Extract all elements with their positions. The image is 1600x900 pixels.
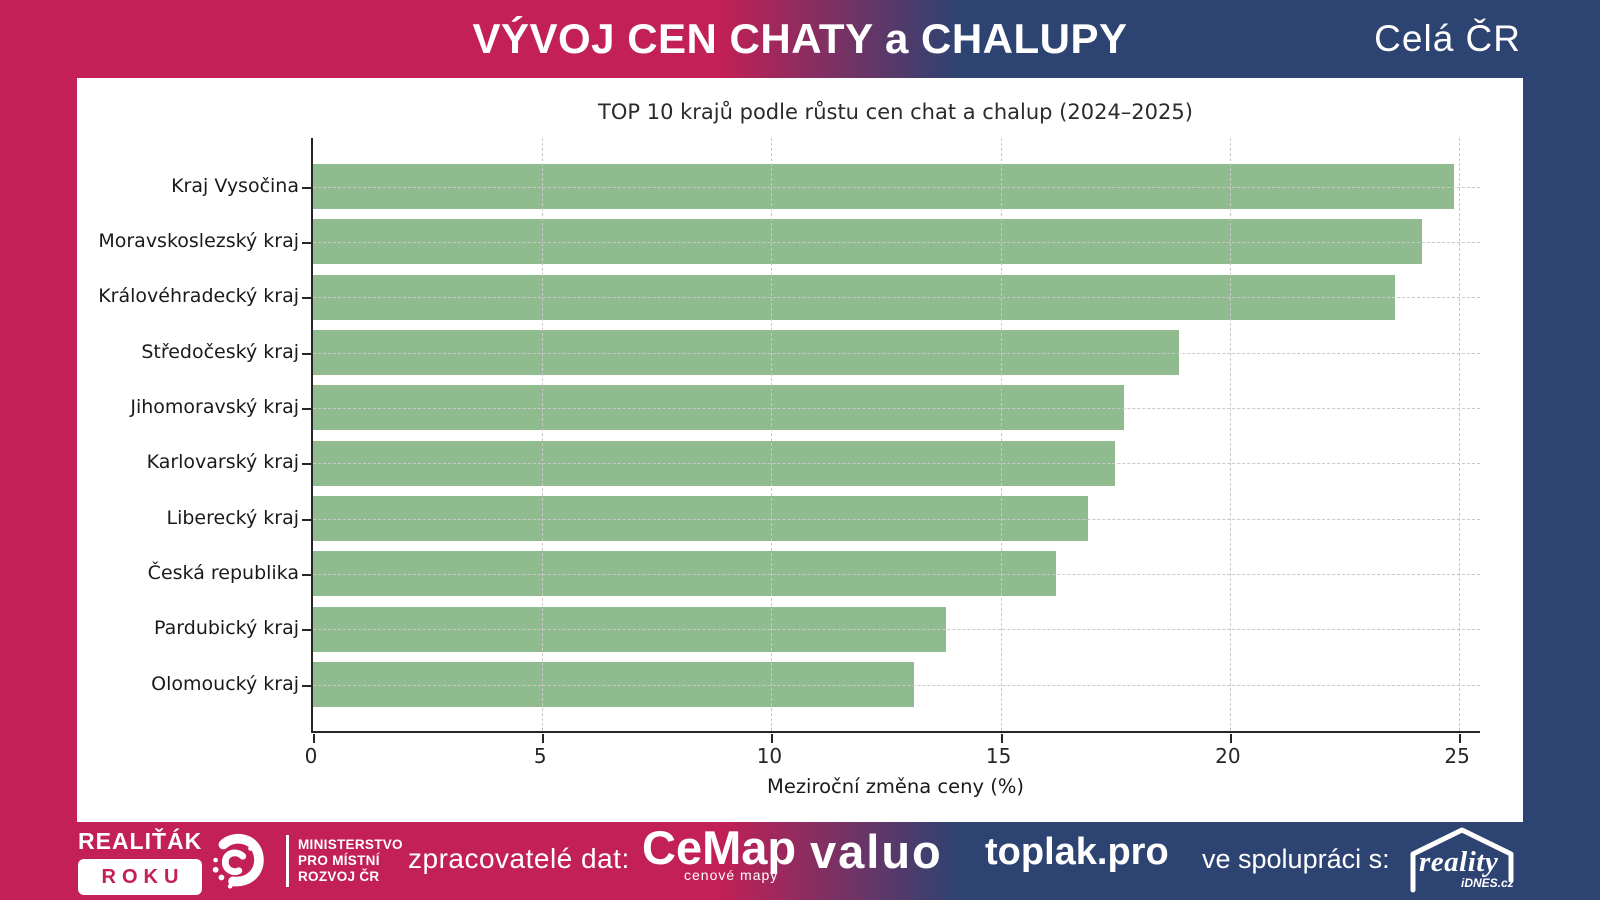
ministry-divider xyxy=(286,835,289,887)
y-tick xyxy=(302,518,311,521)
x-tick-label: 15 xyxy=(985,744,1012,768)
x-tick xyxy=(313,734,315,743)
x-tick xyxy=(771,734,774,743)
x-tick xyxy=(1459,734,1462,743)
y-label: Česká republika xyxy=(147,561,299,584)
x-tick xyxy=(542,734,545,743)
h-gridline xyxy=(313,684,1480,686)
h-gridline xyxy=(313,352,1480,354)
plot-area xyxy=(302,138,1480,743)
y-label: Pardubický kraj xyxy=(154,617,299,640)
reality-idnes-logo: reality iDNES.cz xyxy=(1405,824,1520,896)
chart-panel: TOP 10 krajů podle růstu cen chat a chal… xyxy=(77,78,1523,822)
toplak-pro-logo: toplak.pro xyxy=(985,831,1169,873)
h-gridline xyxy=(313,297,1480,299)
x-tick-label: 5 xyxy=(533,744,547,768)
y-label: Liberecký kraj xyxy=(166,506,300,529)
y-tick xyxy=(302,684,311,687)
y-tick xyxy=(302,186,311,189)
v-gridline xyxy=(542,138,544,731)
y-tick xyxy=(302,629,311,632)
roku-badge: ROKU xyxy=(78,859,202,895)
region-label: Celá ČR xyxy=(1374,18,1521,59)
h-gridline xyxy=(313,573,1480,575)
y-label: Olomoucký kraj xyxy=(151,672,299,695)
ministry-line-3: ROZVOJ ČR xyxy=(298,869,380,884)
y-label: Středočeský kraj xyxy=(141,340,299,363)
y-label: Jihomoravský kraj xyxy=(130,395,299,418)
h-gridline xyxy=(313,629,1480,631)
realitak-roku-logo: REALIŤÁK ROKU xyxy=(78,828,202,895)
v-gridline xyxy=(1229,138,1231,731)
roku-label: ROKU xyxy=(101,865,185,888)
realitak-label: REALIŤÁK xyxy=(78,828,203,854)
v-gridline xyxy=(1459,138,1461,731)
y-tick xyxy=(302,407,311,410)
v-gridline xyxy=(1000,138,1002,731)
footer-banner: REALIŤÁK ROKU MINISTERSTVO PRO MÍSTNÍ RO… xyxy=(0,820,1600,900)
h-gridline xyxy=(313,463,1480,465)
cemap-sublabel: cenové mapy xyxy=(684,867,779,883)
y-tick xyxy=(302,297,311,300)
house-icon xyxy=(1410,827,1514,893)
h-gridline xyxy=(313,518,1480,520)
x-tick xyxy=(1229,734,1232,743)
ministry-line-2: PRO MÍSTNÍ xyxy=(298,853,380,868)
valuo-logo: valuo xyxy=(810,825,943,878)
ministry-label: MINISTERSTVO PRO MÍSTNÍ ROZVOJ ČR xyxy=(298,837,403,885)
page-title: VÝVOJ CEN CHATY a CHALUPY xyxy=(472,15,1128,62)
data-processors-label: zpracovatelé dat: xyxy=(408,843,630,874)
cemap-label: CeMap xyxy=(642,821,797,874)
y-label: Královéhradecký kraj xyxy=(98,285,299,308)
cemap-logo: CeMap cenové mapy xyxy=(642,820,796,883)
x-tick-label: 20 xyxy=(1215,744,1241,768)
y-label: Moravskoslezský kraj xyxy=(98,229,299,252)
cooperation-label: ve spolupráci s: xyxy=(1202,844,1390,874)
x-axis-tick-labels: 0 5 10 15 20 25 xyxy=(305,138,1480,768)
chart-title: TOP 10 krajů podle růstu cen chat a chal… xyxy=(598,100,1193,124)
y-axis-labels: Kraj Vysočina Moravskoslezský kraj Králové… xyxy=(77,138,299,733)
header-banner: VÝVOJ CEN CHATY a CHALUPY Celá ČR xyxy=(0,0,1600,78)
reality-label: reality xyxy=(1419,846,1499,878)
ministry-swirl-icon xyxy=(203,831,267,897)
x-tick-label: 10 xyxy=(756,744,783,768)
y-label: Kraj Vysočina xyxy=(171,174,299,197)
y-tick xyxy=(302,573,311,576)
reality-sublabel: iDNES.cz xyxy=(1461,876,1514,890)
y-tick xyxy=(302,241,311,244)
h-gridline xyxy=(313,407,1480,409)
v-gridline xyxy=(771,138,773,731)
x-tick-label: 25 xyxy=(1444,744,1470,768)
ministry-line-1: MINISTERSTVO xyxy=(298,837,403,852)
y-label: Karlovarský kraj xyxy=(146,451,299,474)
x-axis-title: Meziroční změna ceny (%) xyxy=(767,775,1024,798)
h-gridline xyxy=(313,241,1480,243)
x-tick xyxy=(1000,734,1003,743)
h-gridline xyxy=(313,186,1480,188)
x-tick-label: 0 xyxy=(304,744,318,768)
y-tick xyxy=(302,463,311,466)
y-tick xyxy=(302,352,311,355)
